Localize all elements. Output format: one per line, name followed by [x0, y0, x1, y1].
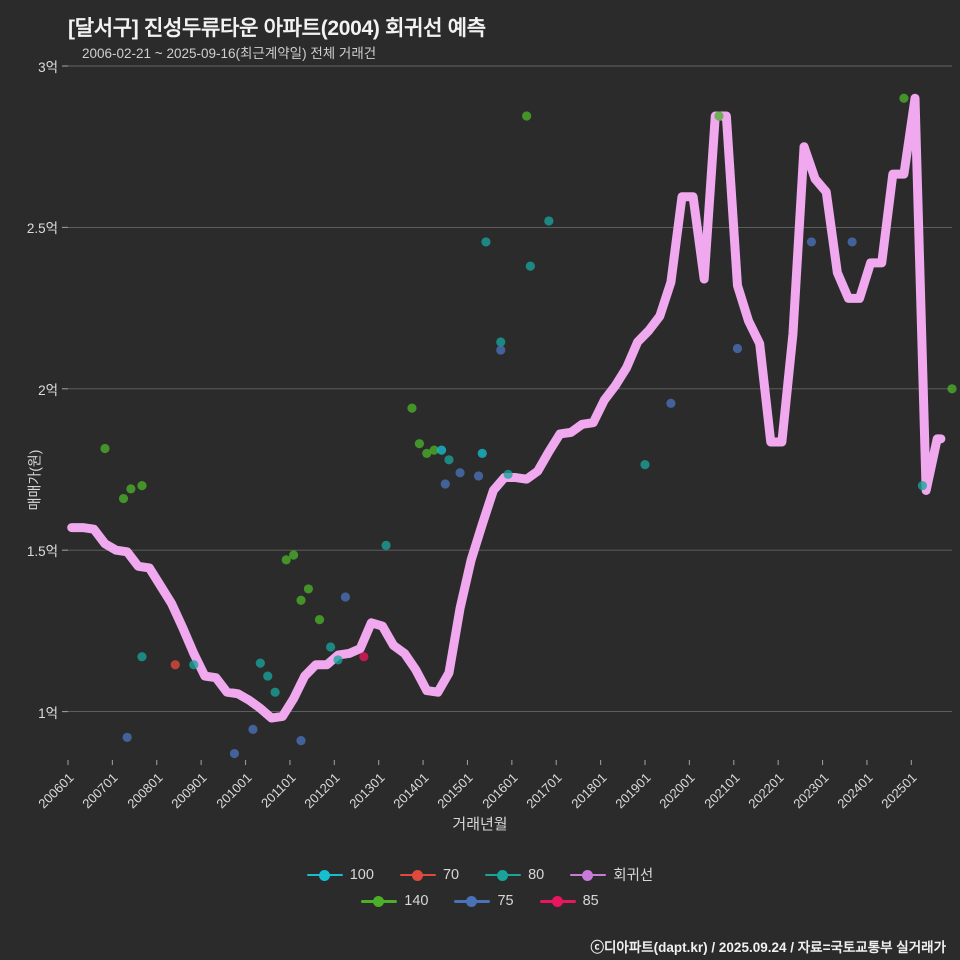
page-title: [달서구] 진성두류타운 아파트(2004) 회귀선 예측 — [68, 17, 486, 40]
legend-label: 140 — [404, 893, 429, 909]
scatter-series-80 — [137, 216, 928, 697]
scatter-point — [407, 403, 417, 413]
scatter-point — [248, 724, 258, 734]
scatter-point — [340, 592, 351, 602]
y-tick-label: 1억 — [38, 705, 58, 721]
scatter-point — [270, 687, 280, 697]
scatter-point — [544, 216, 554, 226]
scatter-point — [281, 555, 291, 565]
footer-credit: ⓒ디아파트(dapt.kr) / 2025.09.24 / 자료=국토교통부 실… — [590, 940, 946, 955]
x-tick-marks — [62, 65, 912, 765]
scatter-point — [440, 479, 450, 489]
scatter-point — [477, 448, 487, 458]
scatter-point — [414, 439, 424, 449]
legend-swatch-icon — [399, 868, 436, 882]
scatter-series-70 — [170, 660, 180, 670]
scatter-series-140 — [100, 93, 909, 625]
scatter-point — [189, 660, 199, 670]
scatter-point — [289, 550, 299, 560]
scatter-point — [666, 398, 676, 408]
scatter-series-140b — [947, 384, 957, 394]
scatter-point — [422, 448, 432, 458]
scatter-point — [296, 736, 306, 746]
legend-swatch-icon — [539, 894, 576, 908]
scatter-point — [806, 237, 817, 247]
scatter-point — [429, 445, 439, 455]
scatter-point — [899, 93, 909, 103]
scatter-point — [122, 732, 132, 743]
scatter-point — [229, 748, 240, 759]
scatter-point — [263, 671, 273, 681]
legend-label: 회귀선 — [613, 868, 654, 884]
legend-label: 85 — [582, 893, 599, 909]
legend-regression[interactable]: 회귀선 — [570, 864, 653, 885]
legend-swatch-icon — [454, 894, 491, 908]
scatter-point — [640, 460, 650, 470]
y-axis-ticks: 1억 1.5억 2억 2.5억 3억 — [0, 0, 68, 760]
legend-label: 100 — [349, 866, 374, 883]
chart-subtitle: 2006-02-21 ~ 2025-09-16(최근계약일) 전체 거래건 — [82, 46, 377, 61]
scatter-point — [917, 481, 928, 491]
scatter-point — [170, 660, 180, 670]
scatter-point — [714, 111, 724, 121]
scatter-point — [326, 642, 336, 652]
y-tick-label: 2.5억 — [26, 221, 58, 237]
scatter-series-100 — [436, 445, 487, 458]
scatter-point — [496, 337, 506, 347]
scatter-point — [296, 595, 306, 605]
legend-swatch-icon — [361, 894, 398, 908]
scatter-point — [436, 445, 447, 455]
scatter-point — [381, 540, 391, 550]
scatter-series-85 — [359, 652, 369, 662]
scatter-point — [100, 443, 110, 454]
legend-140[interactable]: 140 — [361, 893, 428, 909]
legend-swatch-icon — [306, 868, 343, 882]
scatter-point — [732, 343, 743, 354]
scatter-point — [444, 455, 454, 465]
regression-line — [67, 93, 946, 723]
y-tick-label: 2억 — [38, 382, 58, 398]
scatter-point — [496, 345, 506, 355]
legend-swatch-icon — [485, 868, 522, 882]
scatter-point — [255, 658, 265, 668]
legend-label: 80 — [528, 866, 545, 883]
legend-label: 70 — [442, 866, 460, 883]
scatter-point — [473, 471, 484, 481]
scatter-point — [503, 469, 513, 479]
scatter-point — [522, 111, 532, 121]
legend-100[interactable]: 100 — [306, 866, 374, 883]
legend-75[interactable]: 75 — [454, 893, 514, 909]
legend-80[interactable]: 80 — [485, 867, 544, 883]
legend-row-2: 140 75 85 — [361, 893, 599, 909]
scatter-series-75 — [122, 237, 857, 759]
scatter-point — [947, 384, 957, 394]
scatter-point — [359, 652, 369, 662]
scatter-point — [481, 237, 491, 247]
grid-lines — [68, 65, 952, 713]
legend-70[interactable]: 70 — [399, 866, 460, 883]
scatter-point — [118, 493, 129, 504]
legend-85[interactable]: 85 — [539, 893, 599, 909]
chart-legend: 100 70 80 회귀선 140 75 85 — [0, 864, 960, 909]
y-axis-label: 매매가(원) — [26, 449, 43, 511]
scatter-point — [525, 261, 535, 271]
legend-row-1: 100 70 80 회귀선 — [306, 864, 653, 885]
x-axis-label: 거래년월 — [452, 816, 508, 833]
scatter-point — [314, 614, 325, 625]
scatter-point — [455, 468, 465, 478]
legend-swatch-icon — [570, 868, 607, 882]
scatter-point — [137, 481, 147, 491]
scatter-point — [333, 655, 343, 665]
legend-label: 75 — [497, 893, 514, 909]
scatter-point — [137, 652, 147, 662]
scatter-point — [303, 584, 314, 594]
y-tick-label: 1.5억 — [26, 544, 58, 560]
scatter-point — [126, 484, 136, 494]
y-tick-label: 3억 — [38, 60, 58, 75]
scatter-point — [847, 237, 857, 247]
